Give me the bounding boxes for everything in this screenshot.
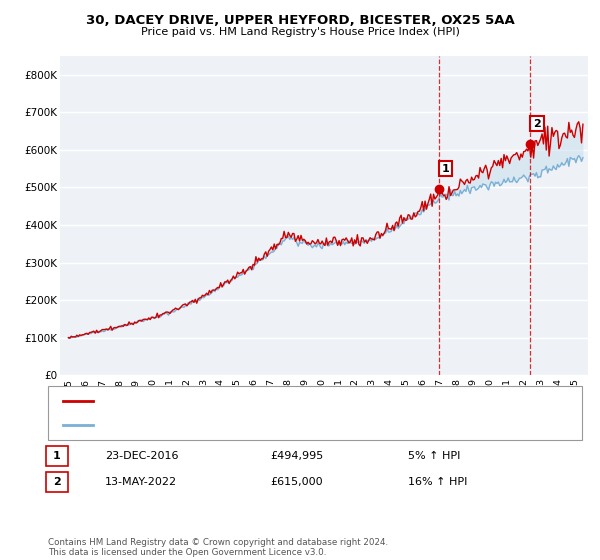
Text: 30, DACEY DRIVE, UPPER HEYFORD, BICESTER, OX25 5AA (detached house): 30, DACEY DRIVE, UPPER HEYFORD, BICESTER… <box>99 396 477 407</box>
Text: £494,995: £494,995 <box>270 451 323 461</box>
Text: 2: 2 <box>533 119 541 129</box>
Text: 30, DACEY DRIVE, UPPER HEYFORD, BICESTER, OX25 5AA: 30, DACEY DRIVE, UPPER HEYFORD, BICESTER… <box>86 14 514 27</box>
Text: £615,000: £615,000 <box>270 477 323 487</box>
Text: 13-MAY-2022: 13-MAY-2022 <box>105 477 177 487</box>
Text: Contains HM Land Registry data © Crown copyright and database right 2024.
This d: Contains HM Land Registry data © Crown c… <box>48 538 388 557</box>
Text: HPI: Average price, detached house, Cherwell: HPI: Average price, detached house, Cher… <box>99 419 327 430</box>
Text: 2: 2 <box>53 477 61 487</box>
Text: 16% ↑ HPI: 16% ↑ HPI <box>408 477 467 487</box>
Text: Price paid vs. HM Land Registry's House Price Index (HPI): Price paid vs. HM Land Registry's House … <box>140 27 460 37</box>
Text: 23-DEC-2016: 23-DEC-2016 <box>105 451 179 461</box>
Text: 5% ↑ HPI: 5% ↑ HPI <box>408 451 460 461</box>
Text: 1: 1 <box>442 164 449 174</box>
Text: 1: 1 <box>53 451 61 461</box>
